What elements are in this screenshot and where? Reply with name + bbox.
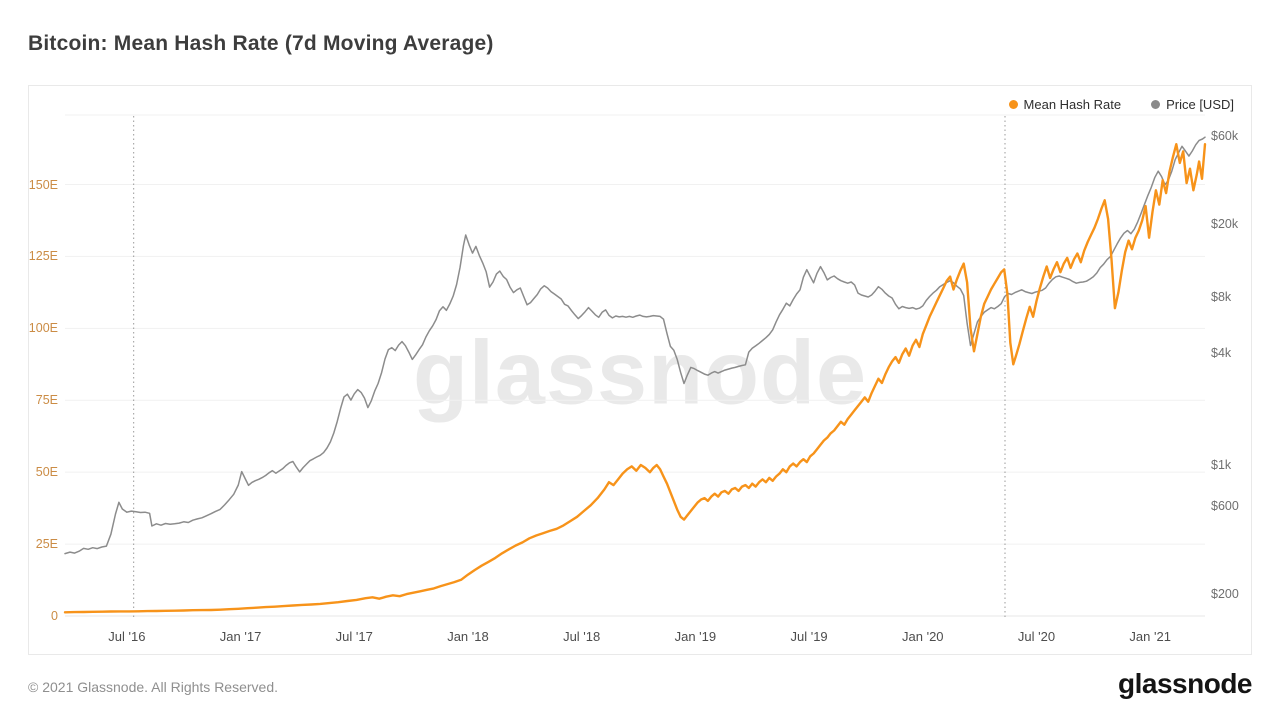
x-axis-tick-label: Jul '16 [108,629,146,644]
right-axis-tick-label: $20k [1211,216,1239,231]
left-axis-tick-label: 75E [35,393,58,408]
legend-label-price-usd: Price [USD] [1166,97,1234,112]
right-axis-tick-label: $4k [1211,346,1232,361]
x-axis-tick-label: Jan '21 [1129,629,1171,644]
watermark: glassnode [412,323,868,424]
right-axis-tick-label: $200 [1211,586,1239,601]
x-axis-tick-label: Jul '20 [1017,629,1056,644]
x-axis-tick-label: Jan '17 [219,629,262,644]
glassnode-logo: glassnode [1118,668,1252,699]
page-title: Bitcoin: Mean Hash Rate (7d Moving Avera… [28,32,494,55]
copyright-text: © 2021 Glassnode. All Rights Reserved. [28,679,279,695]
x-axis-tick-label: Jan '20 [902,629,944,644]
x-axis-tick-label: Jan '19 [674,629,717,644]
x-axis-tick-label: Jul '17 [335,629,373,644]
left-axis-tick-label: 150E [28,177,58,192]
right-axis-tick-label: $600 [1211,498,1239,513]
right-axis-tick-label: $1k [1211,457,1232,472]
chart-legend: Mean Hash Rate Price [USD] [1008,97,1234,112]
x-axis-tick-label: Jan '18 [447,629,489,644]
price-series-dot-icon [1151,100,1161,109]
x-axis-tick-label: Jul '19 [790,629,828,644]
hash-rate-series-dot-icon [1008,100,1018,109]
legend-item-price-usd[interactable]: Price [USD] [1151,97,1234,112]
right-axis-tick-label: $60k [1211,128,1239,143]
left-axis-tick-label: 100E [28,321,58,336]
left-axis-tick-label: 0 [51,609,58,623]
right-axis-tick-label: $8k [1211,290,1232,305]
legend-item-mean-hash-rate[interactable]: Mean Hash Rate [1008,97,1122,112]
left-axis-tick-label: 125E [28,249,58,264]
legend-label-mean-hash-rate: Mean Hash Rate [1023,97,1122,112]
left-axis-tick-label: 50E [35,465,58,480]
left-axis-tick-label: 25E [35,537,58,552]
x-axis-tick-label: Jul '18 [563,629,601,644]
